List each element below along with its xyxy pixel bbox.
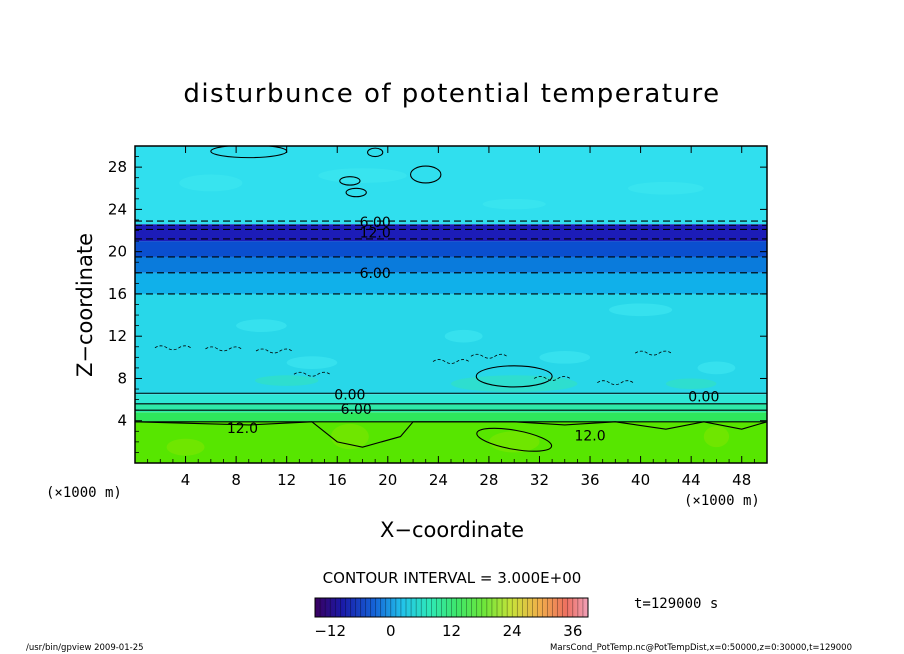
- field-band: [135, 272, 767, 294]
- field-patch: [451, 375, 578, 393]
- field-band: [135, 256, 767, 273]
- x-tick-label: 24: [429, 471, 448, 489]
- contour-features: [135, 146, 767, 456]
- colorbar-stripes: [314, 598, 589, 617]
- colorbar-labels: −12 0 12 24 36: [314, 622, 582, 640]
- contour-line: [470, 353, 508, 359]
- contour-loop: [367, 147, 384, 158]
- field-band: [135, 241, 767, 257]
- field-band: [135, 293, 767, 395]
- y-axis-ticks: 4 8 12 16 20 24 28: [108, 156, 767, 453]
- contour-field: [135, 146, 767, 463]
- x-unit-left: (×1000 m): [46, 485, 122, 501]
- x-tick-label: 28: [479, 471, 498, 489]
- x-tick-label: 20: [378, 471, 397, 489]
- y-tick-label: 8: [117, 369, 127, 387]
- x-tick-label: 8: [231, 471, 241, 489]
- field-patch: [539, 350, 591, 364]
- footer-right: MarsCond_PotTemp.nc@PotTempDist,x=0:5000…: [550, 643, 852, 653]
- contour-label: 12.0: [227, 421, 258, 437]
- y-tick-label: 20: [108, 243, 127, 261]
- contour-label: 12.0: [574, 429, 605, 445]
- contour-line: [432, 359, 470, 364]
- contour-line: [533, 376, 571, 381]
- contour-line: [154, 345, 192, 351]
- x-axis-label: X−coordinate: [380, 518, 524, 542]
- x-tick-label: 44: [682, 471, 701, 489]
- contour-loop: [345, 187, 367, 198]
- field-patch: [697, 361, 736, 375]
- footer-left: /usr/bin/gpview 2009-01-25: [26, 643, 144, 653]
- y-axis-label: Z−coordinate: [73, 233, 97, 377]
- contour-line: [135, 421, 767, 448]
- x-axis-ticks: 4 8 12 16 20 24 28 32 36 40 44 48: [147, 146, 755, 489]
- field-patch: [318, 168, 407, 183]
- contour-label: 12.0: [360, 226, 391, 242]
- chart-title: disturbunce of potential temperature: [183, 79, 720, 109]
- colorbar-tick-label: −12: [314, 622, 346, 640]
- contour-label: 0.00: [334, 387, 365, 403]
- contour-label: 6.00: [341, 402, 372, 418]
- field-patch: [482, 198, 546, 210]
- field-patch: [444, 329, 483, 343]
- field-patch: [609, 303, 673, 317]
- contour-label: 6.00: [360, 266, 391, 282]
- field-band: [135, 403, 767, 413]
- y-tick-label: 4: [117, 412, 127, 430]
- x-tick-label: 36: [580, 471, 599, 489]
- contour-loop: [476, 427, 553, 452]
- colorbar-tick-label: 12: [442, 622, 461, 640]
- contour-line: [635, 350, 672, 356]
- field-patch: [236, 319, 287, 332]
- field-patch: [703, 426, 730, 448]
- field-band: [135, 224, 767, 242]
- x-tick-label: 32: [530, 471, 549, 489]
- x-tick-label: 12: [277, 471, 296, 489]
- colorbar-tick-label: 24: [503, 622, 522, 640]
- contour-loop: [410, 165, 442, 184]
- x-tick-label: 40: [631, 471, 650, 489]
- contour-label: 0.00: [688, 389, 719, 405]
- time-text: t=129000 s: [634, 596, 718, 612]
- colorbar: −12 0 12 24 36: [314, 597, 589, 640]
- field-band: [135, 412, 767, 422]
- y-tick-label: 16: [108, 285, 127, 303]
- contour-line: [205, 346, 242, 352]
- colorbar-tick-label: 36: [563, 622, 582, 640]
- field-patch: [627, 181, 704, 195]
- x-unit-right: (×1000 m): [684, 493, 760, 509]
- y-tick-label: 12: [108, 327, 127, 345]
- x-tick-label: 48: [732, 471, 751, 489]
- field-patch: [665, 378, 717, 390]
- field-patch: [255, 375, 319, 386]
- contour-label: 6.00: [360, 215, 391, 231]
- contour-interval-text: CONTOUR INTERVAL = 3.000E+00: [323, 569, 582, 587]
- x-tick-label: 4: [181, 471, 191, 489]
- field-patch: [179, 174, 243, 192]
- field-band: [135, 394, 767, 404]
- x-tick-label: 16: [328, 471, 347, 489]
- field-patch: [166, 438, 205, 456]
- y-tick-label: 24: [108, 200, 127, 218]
- contour-loop: [475, 365, 553, 388]
- field-patch: [286, 356, 338, 369]
- colorbar-tick-label: 0: [386, 622, 396, 640]
- contour-line: [255, 348, 293, 354]
- contour-loop: [339, 176, 361, 186]
- y-tick-label: 28: [108, 158, 127, 176]
- contour-line: [293, 371, 331, 377]
- contour-line: [597, 380, 634, 386]
- field-patch: [330, 423, 369, 450]
